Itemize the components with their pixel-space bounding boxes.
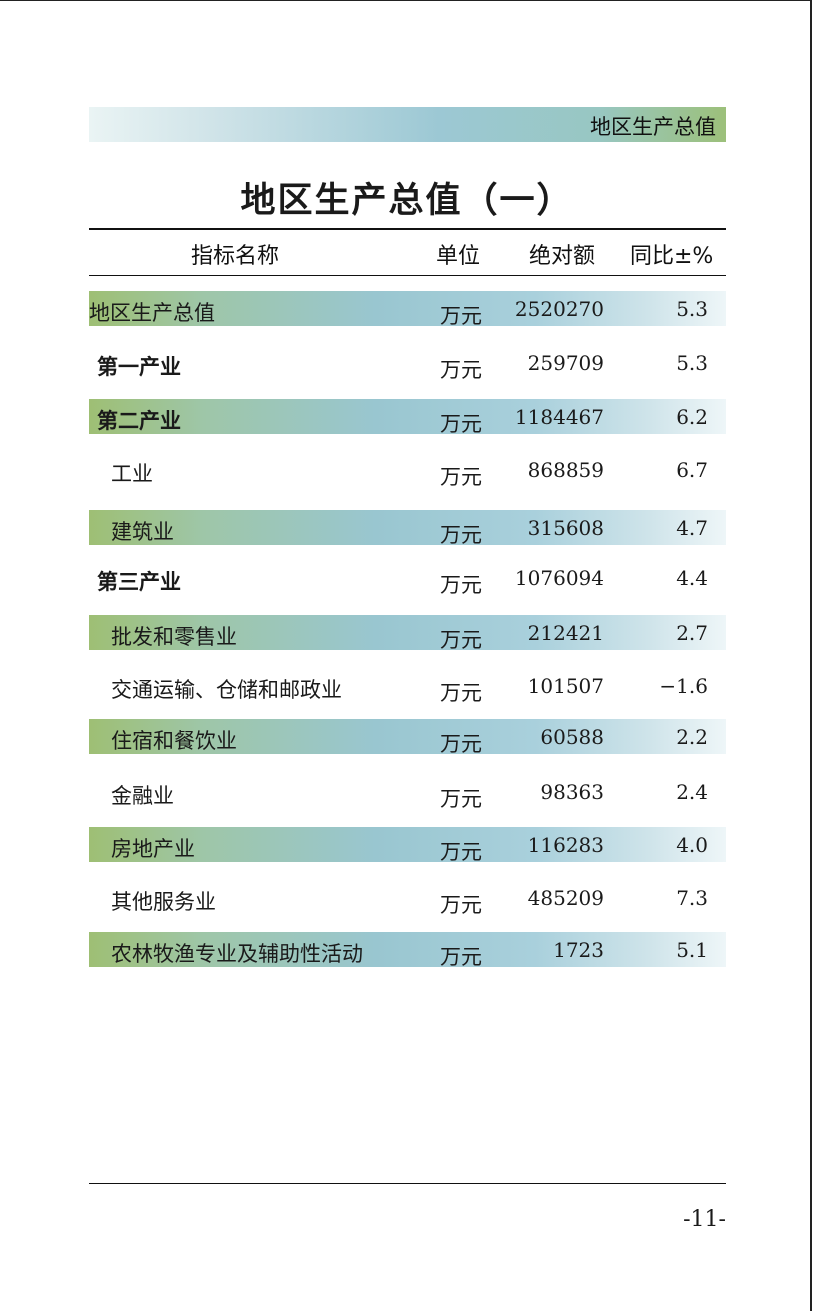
column-header-unit: 单位 <box>436 244 481 269</box>
row-name: 交通运输、仓储和邮政业 <box>111 678 342 702</box>
row-yoy: 4.0 <box>676 833 708 857</box>
row-yoy: 5.3 <box>676 351 708 375</box>
table-row: 工业 万元 868859 6.7 <box>89 452 726 489</box>
row-name: 住宿和餐饮业 <box>111 729 237 753</box>
row-name: 金融业 <box>111 784 174 808</box>
row-unit: 万元 <box>440 523 482 547</box>
row-yoy: −1.6 <box>659 674 708 698</box>
table-row: 其他服务业 万元 485209 7.3 <box>89 880 726 917</box>
row-name: 农林牧渔专业及辅助性活动 <box>111 942 363 966</box>
row-name: 工业 <box>111 462 153 486</box>
row-value: 101507 <box>527 674 604 698</box>
row-yoy: 5.3 <box>676 297 708 321</box>
row-value: 1723 <box>553 938 604 962</box>
table-row: 地区生产总值 万元 2520270 5.3 <box>89 291 726 328</box>
row-unit: 万元 <box>440 732 482 756</box>
row-name: 建筑业 <box>111 520 174 544</box>
page-number: -11- <box>683 1207 726 1232</box>
table-row: 房地产业 万元 116283 4.0 <box>89 827 726 864</box>
row-value: 868859 <box>527 458 604 482</box>
row-yoy: 6.7 <box>676 458 708 482</box>
row-yoy: 4.4 <box>676 566 708 590</box>
footer-rule <box>89 1183 726 1184</box>
row-yoy: 2.4 <box>676 780 708 804</box>
row-value: 60588 <box>540 725 604 749</box>
row-name: 第一产业 <box>97 355 181 379</box>
row-name: 地区生产总值 <box>89 301 215 325</box>
row-unit: 万元 <box>440 304 482 328</box>
table-header-rule <box>89 275 726 276</box>
column-header-absolute: 绝对额 <box>529 244 596 269</box>
table-row: 第一产业 万元 259709 5.3 <box>89 345 726 382</box>
row-value: 98363 <box>540 780 604 804</box>
row-yoy: 2.2 <box>676 725 708 749</box>
row-unit: 万元 <box>440 628 482 652</box>
section-header-band: 地区生产总值 <box>89 107 726 142</box>
row-yoy: 4.7 <box>676 516 708 540</box>
row-name: 房地产业 <box>111 837 195 861</box>
table-row: 第二产业 万元 1184467 6.2 <box>89 399 726 436</box>
row-value: 485209 <box>527 886 604 910</box>
row-yoy: 7.3 <box>676 886 708 910</box>
section-header-label: 地区生产总值 <box>590 115 716 139</box>
row-name: 第三产业 <box>97 570 181 594</box>
row-unit: 万元 <box>440 573 482 597</box>
row-name: 批发和零售业 <box>111 625 237 649</box>
row-value: 259709 <box>527 351 604 375</box>
row-unit: 万元 <box>440 358 482 382</box>
row-unit: 万元 <box>440 840 482 864</box>
row-unit: 万元 <box>440 893 482 917</box>
row-value: 1076094 <box>514 566 604 590</box>
table-row: 住宿和餐饮业 万元 60588 2.2 <box>89 719 726 756</box>
row-value: 212421 <box>527 621 604 645</box>
row-unit: 万元 <box>440 681 482 705</box>
row-value: 315608 <box>527 516 604 540</box>
column-header-yoy: 同比±% <box>630 244 714 269</box>
row-yoy: 6.2 <box>676 405 708 429</box>
table-row: 金融业 万元 98363 2.4 <box>89 774 726 811</box>
row-name: 第二产业 <box>97 409 181 433</box>
row-unit: 万元 <box>440 412 482 436</box>
row-yoy: 5.1 <box>676 938 708 962</box>
row-unit: 万元 <box>440 945 482 969</box>
page-title: 地区生产总值（一） <box>240 180 574 221</box>
table-row: 建筑业 万元 315608 4.7 <box>89 510 726 547</box>
row-unit: 万元 <box>440 465 482 489</box>
row-unit: 万元 <box>440 787 482 811</box>
table-row: 批发和零售业 万元 212421 2.7 <box>89 615 726 652</box>
column-header-name: 指标名称 <box>191 244 280 269</box>
row-value: 2520270 <box>514 297 604 321</box>
table-row: 交通运输、仓储和邮政业 万元 101507 −1.6 <box>89 668 726 705</box>
row-value: 116283 <box>527 833 604 857</box>
row-value: 1184467 <box>514 405 604 429</box>
row-name: 其他服务业 <box>111 890 216 914</box>
table-top-rule <box>89 228 726 230</box>
row-yoy: 2.7 <box>676 621 708 645</box>
table-row: 第三产业 万元 1076094 4.4 <box>89 560 726 597</box>
table-row: 农林牧渔专业及辅助性活动 万元 1723 5.1 <box>89 932 726 969</box>
